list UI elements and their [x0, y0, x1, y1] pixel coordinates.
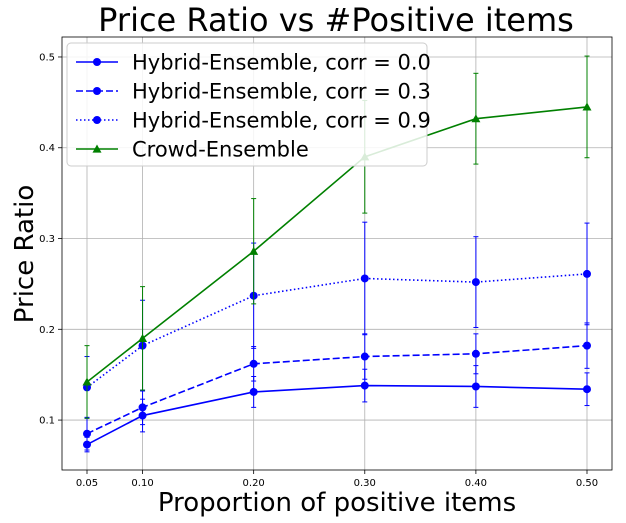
x-tick-label: 0.40: [465, 478, 487, 489]
data-point: [83, 429, 91, 438]
legend-label: Hybrid-Ensemble, corr = 0.9: [132, 109, 431, 133]
chart-title: Price Ratio vs #Positive items: [98, 1, 574, 39]
data-point: [82, 377, 92, 386]
plot-frame: [61, 36, 613, 471]
data-point: [249, 387, 258, 396]
x-tick-label: 0.05: [76, 478, 98, 489]
legend-marker: [93, 116, 101, 124]
data-point: [471, 349, 480, 358]
legend: Hybrid-Ensemble, corr = 0.0 Hybrid-Ensemb…: [66, 42, 431, 167]
data-point: [583, 269, 591, 278]
legend-label: Crowd-Ensemble: [132, 138, 309, 162]
y-axis-label: Price Ratio: [10, 185, 40, 323]
y-axis: 0.1 0.2 0.3 0.4 0.5: [39, 52, 62, 427]
x-tick-label: 0.10: [131, 478, 153, 489]
data-point: [360, 352, 369, 361]
data-point: [360, 274, 369, 283]
y-tick-label: 0.3: [39, 234, 55, 245]
data-point: [471, 382, 480, 391]
x-tick-label: 0.30: [354, 478, 376, 489]
data-point: [138, 403, 147, 412]
data-point: [583, 385, 591, 394]
data-point: [471, 278, 480, 287]
x-tick-label: 0.20: [243, 478, 265, 489]
x-axis: 0.05 0.10 0.20 0.30 0.40 0.50: [76, 470, 598, 489]
data-point: [360, 381, 369, 390]
data-point: [582, 102, 592, 111]
y-tick-label: 0.1: [39, 416, 55, 427]
x-tick-label: 0.50: [576, 478, 598, 489]
legend-marker: [92, 144, 102, 153]
legend-marker: [93, 58, 101, 66]
y-tick-label: 0.5: [39, 52, 55, 63]
series-line: [86, 106, 588, 383]
legend-label: Hybrid-Ensemble, corr = 0.0: [132, 51, 431, 75]
y-tick-label: 0.4: [39, 143, 55, 154]
data-point: [471, 114, 481, 123]
data-point: [138, 333, 148, 342]
series-line: [86, 273, 588, 389]
x-axis-label: Proportion of positive items: [158, 488, 516, 518]
data-point: [583, 341, 591, 350]
legend-box: [66, 42, 428, 167]
series-1: [83, 365, 591, 453]
series-3: [83, 221, 591, 419]
y-tick-label: 0.2: [39, 325, 55, 336]
series-line: [86, 344, 588, 435]
series-2: [83, 322, 591, 451]
data-point: [249, 359, 258, 368]
legend-marker: [93, 87, 101, 95]
series-line: [86, 384, 588, 446]
legend-label: Hybrid-Ensemble, corr = 0.3: [132, 80, 431, 104]
data-point: [249, 246, 259, 255]
